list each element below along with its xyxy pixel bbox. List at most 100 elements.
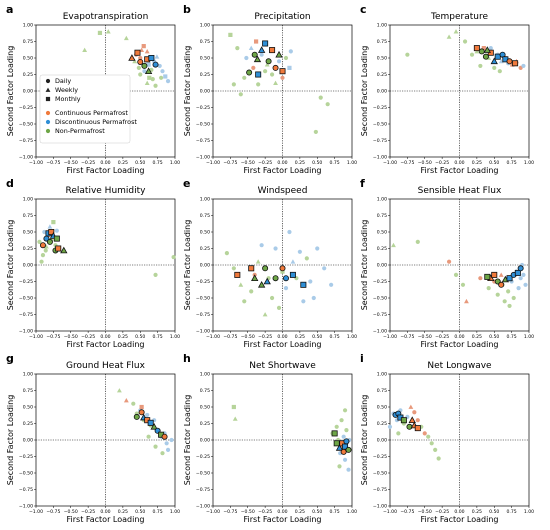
data-point-discontinuous-circle	[329, 282, 334, 287]
data-point-discontinuous-circle	[145, 412, 150, 418]
y-tick-label: −1.00	[19, 155, 33, 161]
y-tick-label: −0.25	[196, 454, 210, 460]
data-point-non-circle	[283, 55, 289, 61]
data-point-discontinuous-circle	[311, 295, 316, 301]
y-tick-label: 0.25	[23, 421, 33, 427]
data-point-discontinuous-circle	[516, 286, 521, 291]
legend-label: Monthly	[55, 95, 81, 103]
data-point-continuous-circle	[280, 75, 285, 80]
data-point-continuous-circle	[251, 65, 256, 70]
data-point-discontinuous-circle	[308, 279, 313, 284]
y-axis-label: Second Factor Loading	[6, 395, 15, 486]
y-tick-label: 0.75	[23, 39, 33, 45]
y-axis-label: Second Factor Loading	[360, 220, 369, 311]
data-point-non-circle	[415, 239, 420, 244]
x-tick-label: 0.25	[472, 509, 482, 515]
data-point-continuous-circle	[138, 55, 143, 61]
panel-d: −1.00 −0.75 −0.50 −0.25 0.00 0.25 0.50 0.75 1.00…	[6, 177, 180, 349]
x-tick-label: −0.75	[400, 160, 414, 166]
y-tick-label: 0.00	[377, 263, 387, 269]
data-point-non-triangle	[273, 80, 278, 86]
x-tick-label: −1.00	[206, 334, 220, 340]
x-tick-label: −1.00	[29, 160, 43, 166]
x-tick-label: 1.00	[170, 509, 180, 515]
x-tick-label: −1.00	[383, 160, 397, 166]
data-point-non-circle	[231, 266, 236, 271]
data-point-non-triangle	[446, 34, 452, 39]
x-tick-label: −0.75	[223, 334, 237, 340]
y-tick-label: −0.50	[19, 296, 33, 302]
data-point-non-square	[280, 269, 285, 274]
data-point-discontinuous-circle	[315, 246, 320, 251]
data-point-non-circle	[269, 295, 275, 301]
data-point-non-circle	[153, 272, 158, 277]
y-tick-label: 0.75	[377, 388, 387, 394]
y-tick-label: 1.00	[23, 197, 33, 203]
x-tick-label: −0.75	[223, 160, 237, 166]
data-point-continuous-circle	[161, 433, 168, 440]
data-point-non-circle	[462, 39, 468, 44]
data-point-discontinuous-square	[514, 269, 521, 276]
data-point-discontinuous-square	[287, 65, 292, 70]
data-point-discontinuous-circle	[521, 63, 526, 69]
data-point-continuous-circle	[506, 58, 513, 65]
x-tick-label: 0.25	[295, 334, 305, 340]
legend-marker-triangle	[45, 87, 51, 92]
x-axis-label: First Factor Loading	[421, 340, 499, 349]
data-point-continuous-circle	[422, 431, 427, 436]
y-tick-label: −0.25	[373, 454, 387, 460]
data-point-non-circle	[342, 408, 348, 413]
data-point-continuous-circle	[478, 276, 483, 281]
x-tick-label: −0.25	[81, 509, 95, 515]
y-axis-label: Second Factor Loading	[183, 46, 192, 137]
data-point-continuous-circle	[446, 259, 452, 264]
data-point-discontinuous-triangle	[154, 54, 160, 59]
panel-title: Relative Humidity	[66, 186, 147, 196]
y-tick-label: 0.00	[23, 438, 33, 444]
data-point-discontinuous-circle	[54, 228, 59, 233]
data-point-discontinuous-circle	[42, 229, 47, 235]
x-tick-label: 0.25	[118, 160, 128, 166]
data-point-non-circle	[136, 65, 141, 70]
y-tick-label: 0.75	[23, 388, 33, 394]
x-tick-label: −0.75	[46, 160, 60, 166]
data-point-discontinuous-square	[262, 40, 269, 47]
y-tick-label: 0.75	[377, 213, 387, 219]
data-point-discontinuous-circle	[283, 286, 289, 291]
data-point-discontinuous-circle	[387, 424, 393, 429]
y-tick-label: −0.25	[373, 105, 387, 111]
y-tick-label: −0.50	[196, 296, 210, 302]
data-point-non-triangle	[253, 55, 262, 63]
x-tick-label: −0.75	[400, 334, 414, 340]
data-point-non-triangle	[144, 80, 150, 86]
data-point-non-circle	[506, 289, 511, 294]
y-axis-label: Second Factor Loading	[183, 220, 192, 311]
x-tick-label: −0.75	[46, 509, 60, 515]
x-tick-label: −0.50	[241, 509, 255, 515]
data-point-non-circle	[224, 251, 229, 256]
data-point-discontinuous-triangle	[47, 224, 53, 229]
y-tick-label: −0.50	[19, 471, 33, 477]
x-tick-label: −0.75	[46, 334, 60, 340]
data-point-continuous-square	[141, 44, 146, 49]
x-tick-label: 0.25	[295, 509, 305, 515]
y-tick-label: 0.25	[377, 246, 387, 252]
data-point-discontinuous-circle	[276, 59, 282, 64]
y-tick-label: 0.50	[200, 405, 210, 411]
y-tick-label: 1.00	[377, 23, 387, 29]
data-point-non-circle	[231, 82, 236, 87]
data-point-non-circle	[469, 52, 475, 57]
y-tick-label: 0.50	[377, 230, 387, 236]
data-point-non-circle	[486, 286, 491, 291]
y-tick-label: 0.50	[200, 56, 210, 62]
y-axis-label: Second Factor Loading	[6, 220, 15, 311]
x-tick-label: −0.50	[241, 334, 255, 340]
data-point-discontinuous-triangle	[257, 46, 266, 53]
data-point-non-triangle	[391, 242, 396, 248]
data-point-non-triangle	[44, 244, 49, 249]
data-point-discontinuous-square	[506, 275, 513, 282]
x-tick-label: −0.25	[435, 509, 449, 515]
panel-b: −1.00 −0.75 −0.50 −0.25 0.00 0.25 0.50 0.75 1.00…	[183, 3, 357, 175]
data-point-non-circle	[256, 82, 261, 87]
panel-letter: i	[360, 352, 364, 365]
